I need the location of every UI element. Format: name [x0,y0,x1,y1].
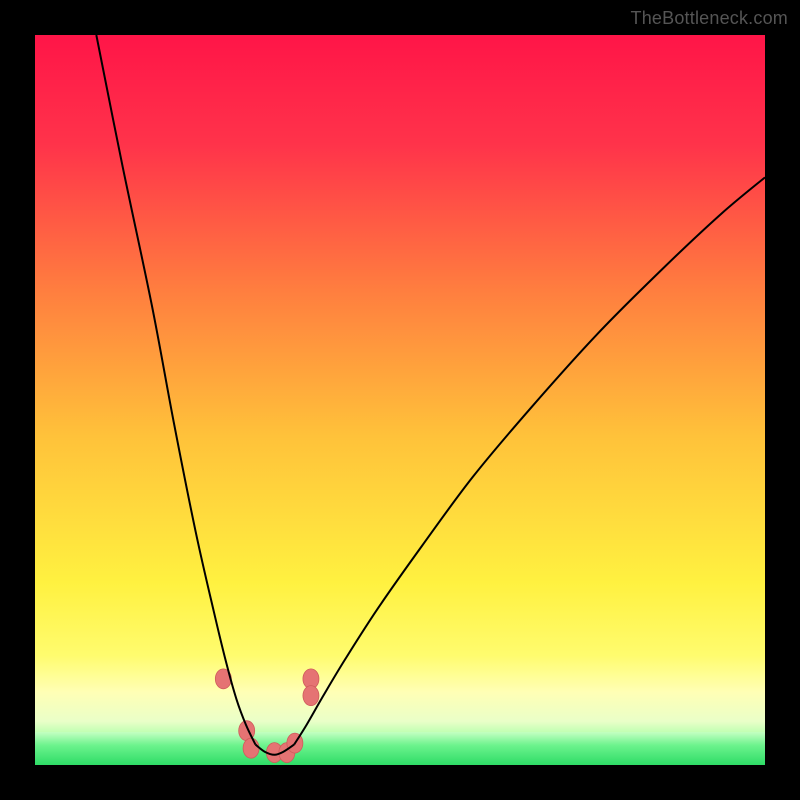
plot-background [35,35,765,765]
data-marker [243,738,259,758]
chart-container: { "watermark": "TheBottleneck.com", "can… [0,0,800,800]
watermark-text: TheBottleneck.com [631,8,788,29]
data-marker [303,686,319,706]
green-band [35,732,765,765]
chart-svg [0,0,800,800]
